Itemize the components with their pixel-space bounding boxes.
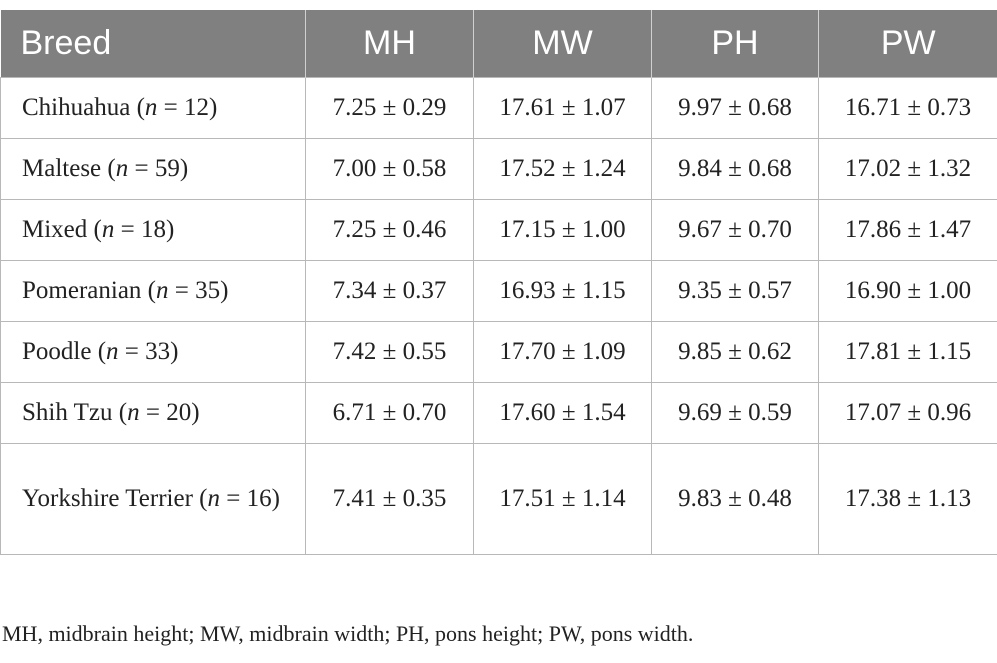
breed-cell: Chihuahua (n = 12) bbox=[0, 76, 306, 139]
sample-size-count: = 20) bbox=[139, 399, 200, 426]
ph-cell: 9.84 ± 0.68 bbox=[651, 137, 819, 200]
ph-cell: 9.83 ± 0.48 bbox=[651, 442, 819, 555]
pw-cell: 17.81 ± 1.15 bbox=[818, 320, 997, 383]
breed-cell: Pomeranian (n = 35) bbox=[0, 259, 306, 322]
table-row: Chihuahua (n = 12) 7.25 ± 0.29 17.61 ± 1… bbox=[0, 76, 997, 139]
ph-cell: 9.97 ± 0.68 bbox=[651, 76, 819, 139]
sample-size-symbol: n bbox=[144, 94, 158, 121]
table-row: Pomeranian (n = 35) 7.34 ± 0.37 16.93 ± … bbox=[0, 259, 997, 322]
table-footnote: MH, midbrain height; MW, midbrain width;… bbox=[2, 621, 694, 646]
sample-size-count: = 59) bbox=[128, 155, 189, 182]
breed-name: Maltese ( bbox=[22, 155, 116, 182]
breed-measurements-table: Breed MH MW PH PW Chihuahua (n = 12) 7.2… bbox=[0, 10, 997, 555]
breed-cell: Maltese (n = 59) bbox=[0, 137, 306, 200]
pw-cell: 17.07 ± 0.96 bbox=[818, 381, 997, 444]
pw-cell: 17.86 ± 1.47 bbox=[818, 198, 997, 261]
ph-cell: 9.85 ± 0.62 bbox=[651, 320, 819, 383]
ph-cell: 9.67 ± 0.70 bbox=[651, 198, 819, 261]
header-ph: PH bbox=[651, 10, 819, 77]
sample-size-symbol: n bbox=[101, 216, 115, 243]
pw-cell: 16.71 ± 0.73 bbox=[818, 76, 997, 139]
mw-cell: 17.51 ± 1.14 bbox=[473, 442, 652, 555]
sample-size-count: = 35) bbox=[168, 277, 229, 304]
ph-cell: 9.69 ± 0.59 bbox=[651, 381, 819, 444]
breed-name: Shih Tzu ( bbox=[22, 399, 128, 426]
table-row: Mixed (n = 18) 7.25 ± 0.46 17.15 ± 1.00 … bbox=[0, 198, 997, 261]
header-breed: Breed bbox=[0, 10, 306, 77]
ph-cell: 9.35 ± 0.57 bbox=[651, 259, 819, 322]
pw-cell: 17.02 ± 1.32 bbox=[818, 137, 997, 200]
mw-cell: 17.61 ± 1.07 bbox=[473, 76, 652, 139]
mw-cell: 17.70 ± 1.09 bbox=[473, 320, 652, 383]
sample-size-count: = 16) bbox=[220, 485, 280, 512]
breed-cell: Shih Tzu (n = 20) bbox=[0, 381, 306, 444]
breed-cell: Poodle (n = 33) bbox=[0, 320, 306, 383]
breed-cell: Mixed (n = 18) bbox=[0, 198, 306, 261]
header-mh: MH bbox=[305, 10, 474, 77]
breed-name: Yorkshire Terrier ( bbox=[22, 485, 208, 512]
breed-name: Chihuahua ( bbox=[22, 94, 145, 121]
table-row: Poodle (n = 33) 7.42 ± 0.55 17.70 ± 1.09… bbox=[0, 320, 997, 383]
sample-size-symbol: n bbox=[207, 485, 221, 512]
breed-name: Pomeranian ( bbox=[22, 277, 156, 304]
mh-cell: 7.34 ± 0.37 bbox=[305, 259, 474, 322]
header-mw: MW bbox=[473, 10, 652, 77]
mh-cell: 7.42 ± 0.55 bbox=[305, 320, 474, 383]
pw-cell: 17.38 ± 1.13 bbox=[818, 442, 997, 555]
mh-cell: 7.25 ± 0.46 bbox=[305, 198, 474, 261]
breed-name: Mixed ( bbox=[22, 216, 102, 243]
pw-cell: 16.90 ± 1.00 bbox=[818, 259, 997, 322]
header-pw: PW bbox=[818, 10, 997, 77]
mh-cell: 6.71 ± 0.70 bbox=[305, 381, 474, 444]
sample-size-count: = 12) bbox=[157, 94, 218, 121]
mh-cell: 7.25 ± 0.29 bbox=[305, 76, 474, 139]
table-row: Shih Tzu (n = 20) 6.71 ± 0.70 17.60 ± 1.… bbox=[0, 381, 997, 444]
sample-size-count: = 18) bbox=[114, 216, 175, 243]
sample-size-symbol: n bbox=[115, 155, 129, 182]
mw-cell: 17.15 ± 1.00 bbox=[473, 198, 652, 261]
sample-size-symbol: n bbox=[106, 338, 119, 365]
mw-cell: 16.93 ± 1.15 bbox=[473, 259, 652, 322]
sample-size-symbol: n bbox=[127, 399, 140, 426]
header-row: Breed MH MW PH PW bbox=[0, 10, 997, 77]
breed-name: Poodle ( bbox=[22, 338, 107, 365]
mw-cell: 17.60 ± 1.54 bbox=[473, 381, 652, 444]
sample-size-symbol: n bbox=[155, 277, 169, 304]
table-row: Maltese (n = 59) 7.00 ± 0.58 17.52 ± 1.2… bbox=[0, 137, 997, 200]
table-row: Yorkshire Terrier (n = 16) 7.41 ± 0.35 1… bbox=[0, 442, 997, 555]
mw-cell: 17.52 ± 1.24 bbox=[473, 137, 652, 200]
mh-cell: 7.41 ± 0.35 bbox=[305, 442, 474, 555]
sample-size-count: = 33) bbox=[118, 338, 179, 365]
mh-cell: 7.00 ± 0.58 bbox=[305, 137, 474, 200]
breed-cell: Yorkshire Terrier (n = 16) bbox=[0, 442, 306, 555]
